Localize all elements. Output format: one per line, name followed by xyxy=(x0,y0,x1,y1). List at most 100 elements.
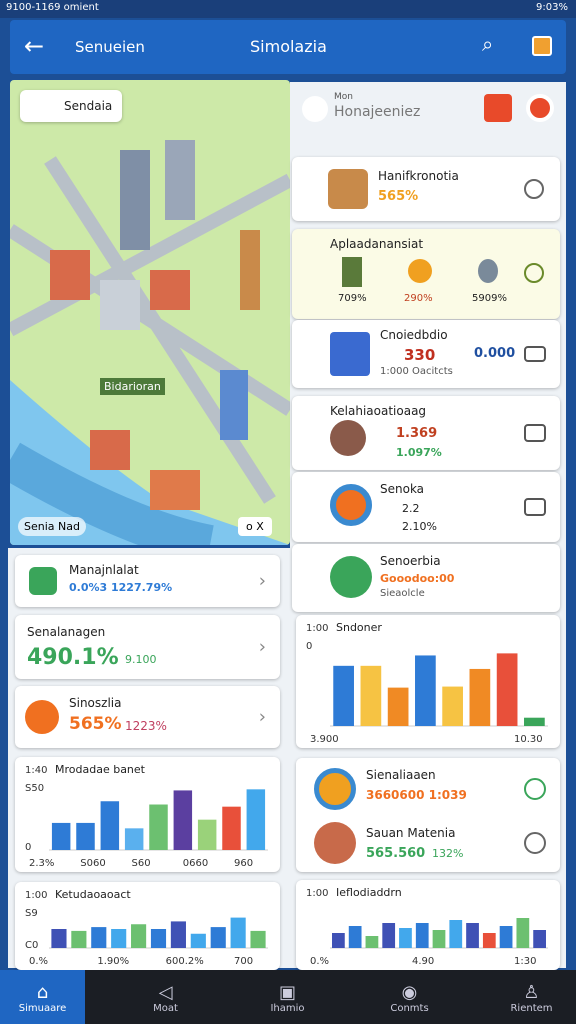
bar xyxy=(382,923,396,948)
nav-item[interactable]: ♙ Rientem xyxy=(510,982,553,1014)
bar xyxy=(516,918,530,948)
icon xyxy=(408,259,432,283)
building xyxy=(100,280,140,330)
left-card[interactable]: Senalanagen 490.1% 9.100 › xyxy=(15,615,280,679)
right-chart: 1:00 Ieflodiaddrn 0.% 4.90 1:30 xyxy=(296,880,560,970)
search-button[interactable]: ⌕ xyxy=(482,32,494,56)
icon xyxy=(330,556,372,598)
y-label: 0 xyxy=(306,641,312,652)
item-value: 5909% xyxy=(472,293,507,304)
y-label: S50 xyxy=(25,783,44,794)
right-card[interactable]: Hanifkronotia 565% xyxy=(292,157,560,221)
right-card[interactable]: Senoerbia Gooodoo:00 Sieaolcle xyxy=(292,544,560,612)
right-card[interactable]: Senoka 2.2 2.10% xyxy=(292,472,560,542)
right-card[interactable]: Aplaadanansiat 709% 290% 5909% xyxy=(292,229,560,319)
card-action[interactable] xyxy=(524,346,546,362)
action-button[interactable] xyxy=(484,94,512,122)
bar xyxy=(51,929,67,948)
item-value: 709% xyxy=(338,293,367,304)
nav-item[interactable]: ◁ Moat xyxy=(153,982,178,1014)
card-title: Manajnlalat xyxy=(69,563,139,577)
bar xyxy=(466,923,479,948)
map[interactable]: Sendaia Bidarioran Senia Nad o X xyxy=(10,80,290,545)
map-controls[interactable]: o X xyxy=(238,517,272,536)
list-action[interactable] xyxy=(524,832,546,854)
bar-chart: 1:00 Sndoner 0 3.900 10.30 xyxy=(306,621,548,745)
map-chip-label: Sendaia xyxy=(64,99,113,113)
building xyxy=(220,370,248,440)
map-footer: Senia Nad xyxy=(18,517,86,536)
action-button[interactable] xyxy=(526,94,554,122)
bar xyxy=(111,929,127,948)
map-chip[interactable]: Sendaia xyxy=(20,90,122,122)
card-title: Hanifkronotia xyxy=(378,169,459,183)
chart-ytop: 1:00 xyxy=(306,623,328,634)
back-button[interactable]: ← xyxy=(24,32,45,60)
card-value: 330 xyxy=(404,346,436,364)
map-illustration xyxy=(10,140,290,545)
x-label: 700 xyxy=(234,956,253,967)
card-sub: 1223% xyxy=(125,719,167,733)
card-title: Cnoiedbdio xyxy=(380,328,448,342)
card-action[interactable] xyxy=(524,179,544,199)
icon xyxy=(478,259,498,283)
card-sub: 1:000 Oacitcts xyxy=(380,366,453,377)
icon xyxy=(302,96,328,122)
left-card[interactable]: Sinoszlia 565% 1223% › xyxy=(15,686,280,748)
card-action[interactable] xyxy=(524,263,544,283)
chart-ytop: 1:40 xyxy=(25,765,47,776)
bar xyxy=(190,933,206,948)
right-list[interactable]: Sienaliaaen 3660600 1:039 Sauan Matenia … xyxy=(296,758,560,872)
bar xyxy=(149,804,168,850)
card-value: 1.369 xyxy=(396,426,438,441)
bar xyxy=(124,828,144,850)
bar xyxy=(150,929,167,948)
nav-label: Ihamio xyxy=(270,1003,305,1014)
menu-button[interactable] xyxy=(532,36,552,56)
icon xyxy=(330,420,366,456)
card-value: 490.1% xyxy=(27,645,119,670)
bar xyxy=(415,923,429,948)
bar xyxy=(51,822,71,850)
chart-title: Sndoner xyxy=(336,621,382,634)
icon xyxy=(330,484,372,526)
bar xyxy=(496,653,518,726)
icon xyxy=(314,822,356,864)
card-value: 2.2 xyxy=(402,502,420,515)
x-label: 2.3% xyxy=(29,858,54,869)
bar xyxy=(387,687,409,726)
bar xyxy=(170,921,186,948)
back-label: Senueien xyxy=(75,38,145,56)
bar xyxy=(348,926,362,948)
bar xyxy=(246,789,266,850)
panel-title: Honajeeniez xyxy=(334,104,421,120)
icon xyxy=(328,169,368,209)
list-action[interactable] xyxy=(524,778,546,800)
card-action[interactable] xyxy=(524,498,546,516)
x-label: 1.90% xyxy=(97,956,129,967)
y-label: C0 xyxy=(25,940,38,951)
y-label: S9 xyxy=(25,908,38,919)
nav-label: Rientem xyxy=(510,1003,553,1014)
x-label: 4.90 xyxy=(412,956,434,967)
right-card[interactable]: Cnoiedbdio 330 0.000 1:000 Oacitcts xyxy=(292,320,560,388)
right-card[interactable]: Kelahiaoatioaag 1.369 1.097% xyxy=(292,396,560,470)
bar xyxy=(360,665,382,726)
list-title: Sauan Matenia xyxy=(366,826,456,840)
bar xyxy=(432,930,446,948)
building xyxy=(50,250,90,300)
nav-item[interactable]: ⌂ Simuaare xyxy=(0,970,85,1024)
x-label: 1:30 xyxy=(514,956,536,967)
building xyxy=(150,270,190,310)
x-label: S60 xyxy=(132,858,151,869)
building xyxy=(165,140,195,220)
left-card[interactable]: Manajnlalat 0.0%3 1227.79% › xyxy=(15,555,280,607)
chevron: › xyxy=(258,636,266,658)
icon xyxy=(25,700,59,734)
nav-item[interactable]: ▣ Ihamio xyxy=(270,982,305,1014)
card-action[interactable] xyxy=(524,424,546,442)
nav-label: Simuaare xyxy=(18,1003,67,1014)
nav-item[interactable]: ◉ Conmts xyxy=(390,982,429,1014)
bar xyxy=(71,930,87,948)
